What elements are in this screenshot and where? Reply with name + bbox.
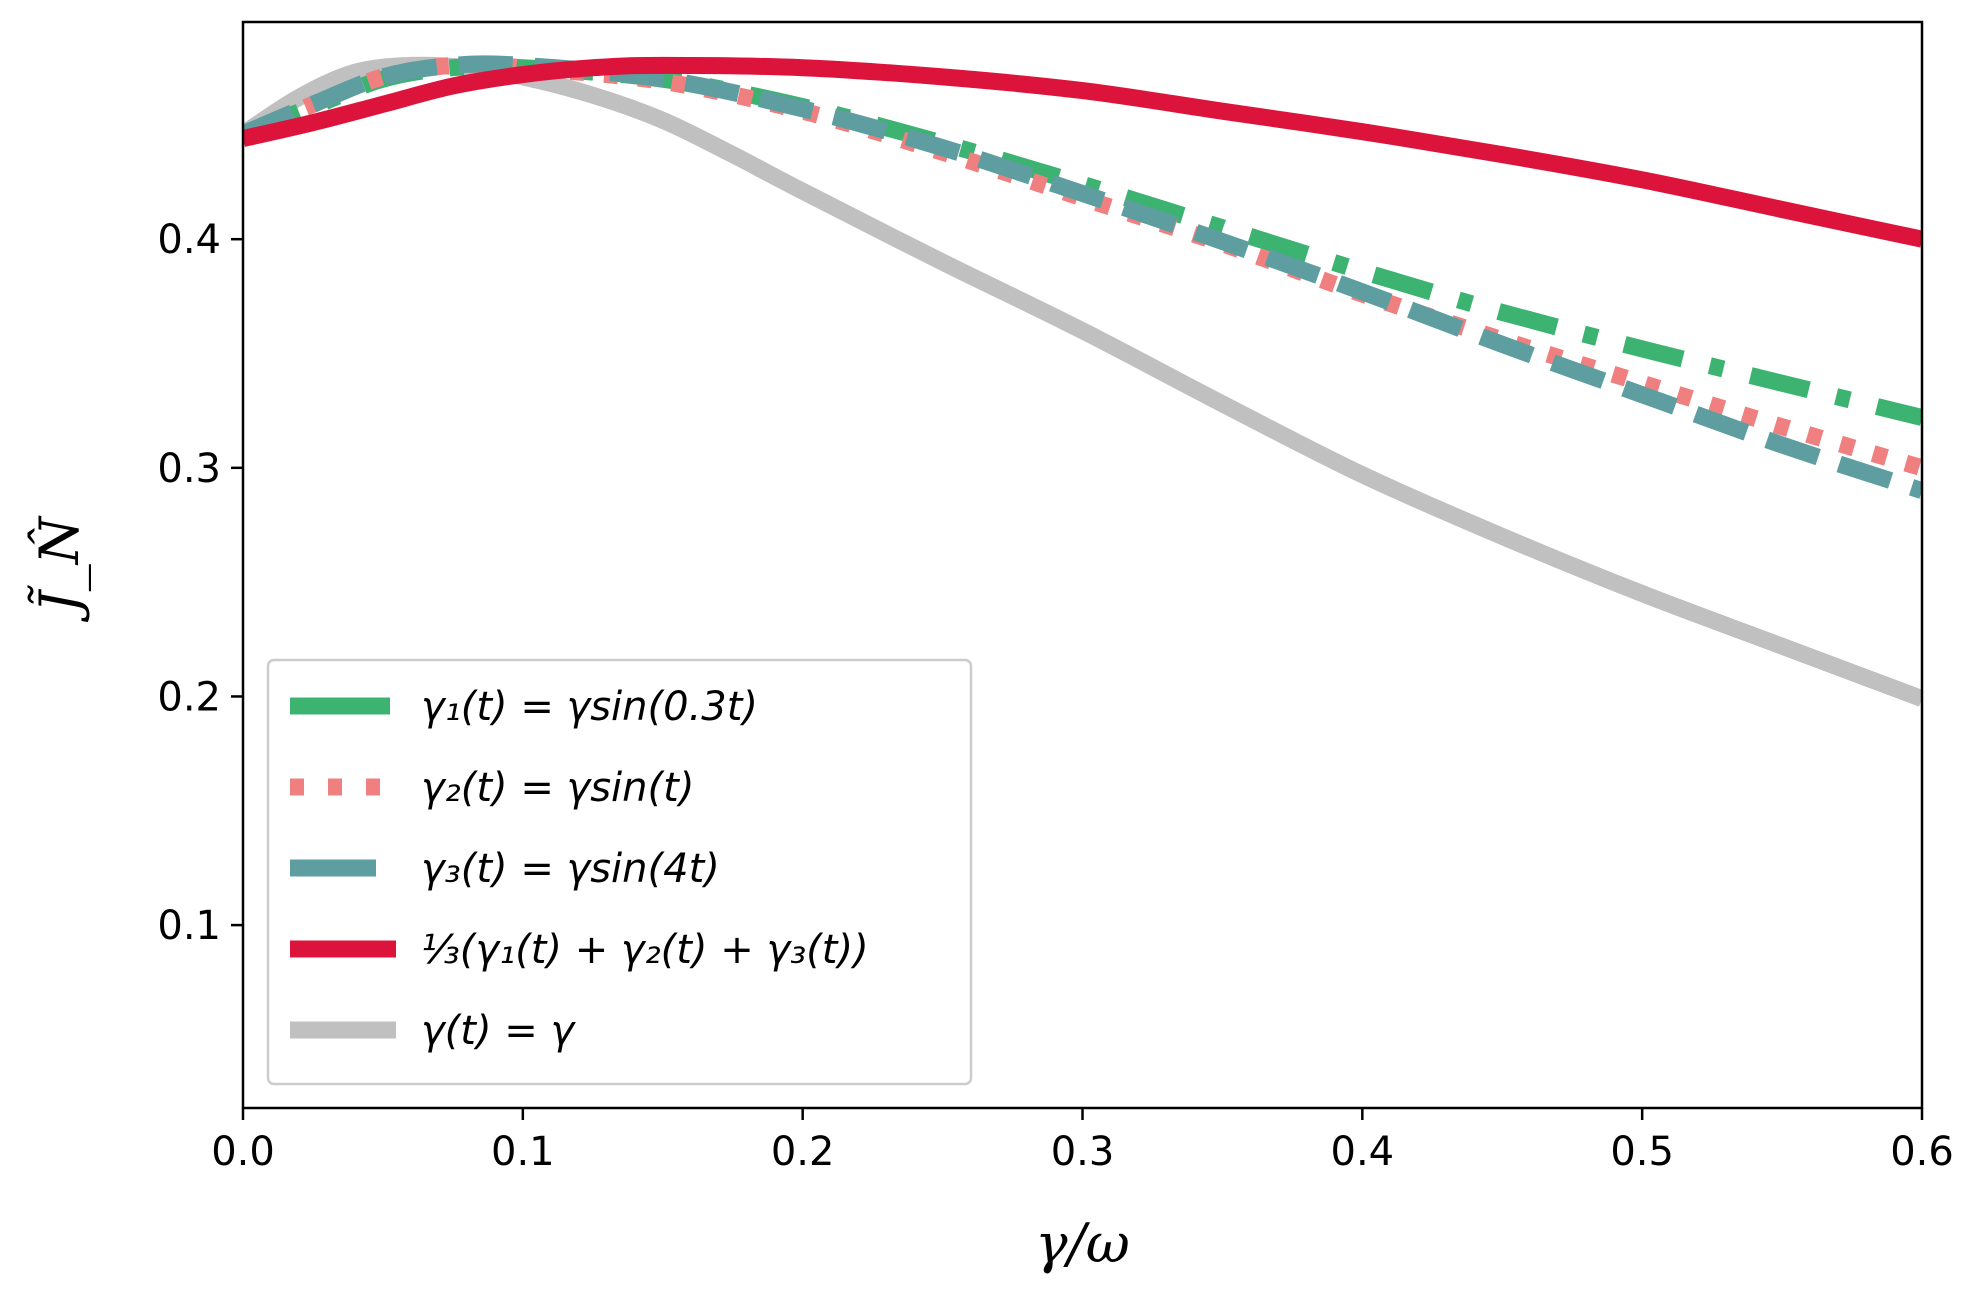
- x-axis-ticks: 0.0 0.1 0.2 0.3 0.4 0.5 0.6: [211, 1108, 1954, 1175]
- series-layer: [243, 55, 1922, 707]
- legend: γ₁(t) = γsin(0.3t) γ₂(t) = γsin(t) γ₃(t) =…: [266, 658, 973, 1086]
- x-tick-label: 0.0: [211, 1129, 275, 1175]
- legend-label-5: γ(t) = γ: [421, 1008, 577, 1054]
- legend-label-3: γ₃(t) = γsin(4t): [421, 846, 720, 892]
- series-line-4: [243, 56, 1922, 248]
- y-tick-label: 0.3: [157, 446, 221, 492]
- x-tick-label: 0.5: [1610, 1129, 1674, 1175]
- legend-label-4: ⅓(γ₁(t) + γ₂(t) + γ₃(t)): [421, 927, 869, 973]
- legend-label-1: γ₁(t) = γsin(0.3t): [421, 684, 758, 730]
- y-axis-ticks: 0.1 0.2 0.3 0.4: [157, 217, 243, 949]
- x-tick-label: 0.2: [771, 1129, 835, 1175]
- legend-label-2: γ₂(t) = γsin(t): [421, 765, 694, 811]
- y-tick-label: 0.2: [157, 674, 221, 720]
- x-tick-label: 0.6: [1890, 1129, 1954, 1175]
- x-tick-label: 0.3: [1051, 1129, 1115, 1175]
- x-tick-label: 0.4: [1331, 1129, 1395, 1175]
- y-axis-label: J̃_N̂: [27, 515, 91, 623]
- x-axis-label: γ/ω: [1035, 1212, 1130, 1275]
- x-tick-label: 0.1: [491, 1129, 555, 1175]
- y-tick-label: 0.1: [157, 903, 221, 949]
- y-tick-label: 0.4: [157, 217, 221, 263]
- legend-box: [266, 658, 973, 1086]
- series-line-3: [243, 55, 1922, 499]
